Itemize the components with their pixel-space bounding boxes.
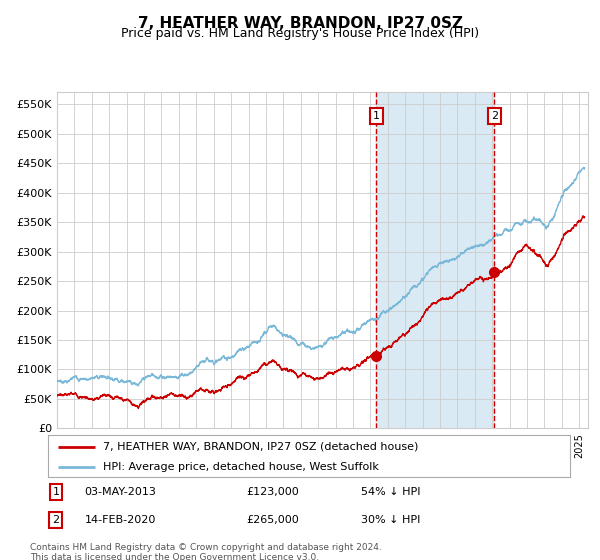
Text: 1: 1: [52, 487, 59, 497]
Text: 7, HEATHER WAY, BRANDON, IP27 0SZ (detached house): 7, HEATHER WAY, BRANDON, IP27 0SZ (detac…: [103, 442, 418, 452]
Text: £265,000: £265,000: [247, 515, 299, 525]
Text: 30% ↓ HPI: 30% ↓ HPI: [361, 515, 421, 525]
Text: £123,000: £123,000: [247, 487, 299, 497]
Text: 1: 1: [373, 111, 380, 121]
Text: 7, HEATHER WAY, BRANDON, IP27 0SZ: 7, HEATHER WAY, BRANDON, IP27 0SZ: [137, 16, 463, 31]
Bar: [376, 92, 494, 428]
Text: 14-FEB-2020: 14-FEB-2020: [85, 515, 156, 525]
Text: HPI: Average price, detached house, West Suffolk: HPI: Average price, detached house, West…: [103, 461, 379, 472]
Text: Contains HM Land Registry data © Crown copyright and database right 2024.: Contains HM Land Registry data © Crown c…: [30, 543, 382, 552]
Text: 54% ↓ HPI: 54% ↓ HPI: [361, 487, 421, 497]
Text: Price paid vs. HM Land Registry's House Price Index (HPI): Price paid vs. HM Land Registry's House …: [121, 27, 479, 40]
Text: 2: 2: [52, 515, 59, 525]
Text: This data is licensed under the Open Government Licence v3.0.: This data is licensed under the Open Gov…: [30, 553, 319, 560]
Text: 2: 2: [491, 111, 498, 121]
Text: 03-MAY-2013: 03-MAY-2013: [85, 487, 157, 497]
